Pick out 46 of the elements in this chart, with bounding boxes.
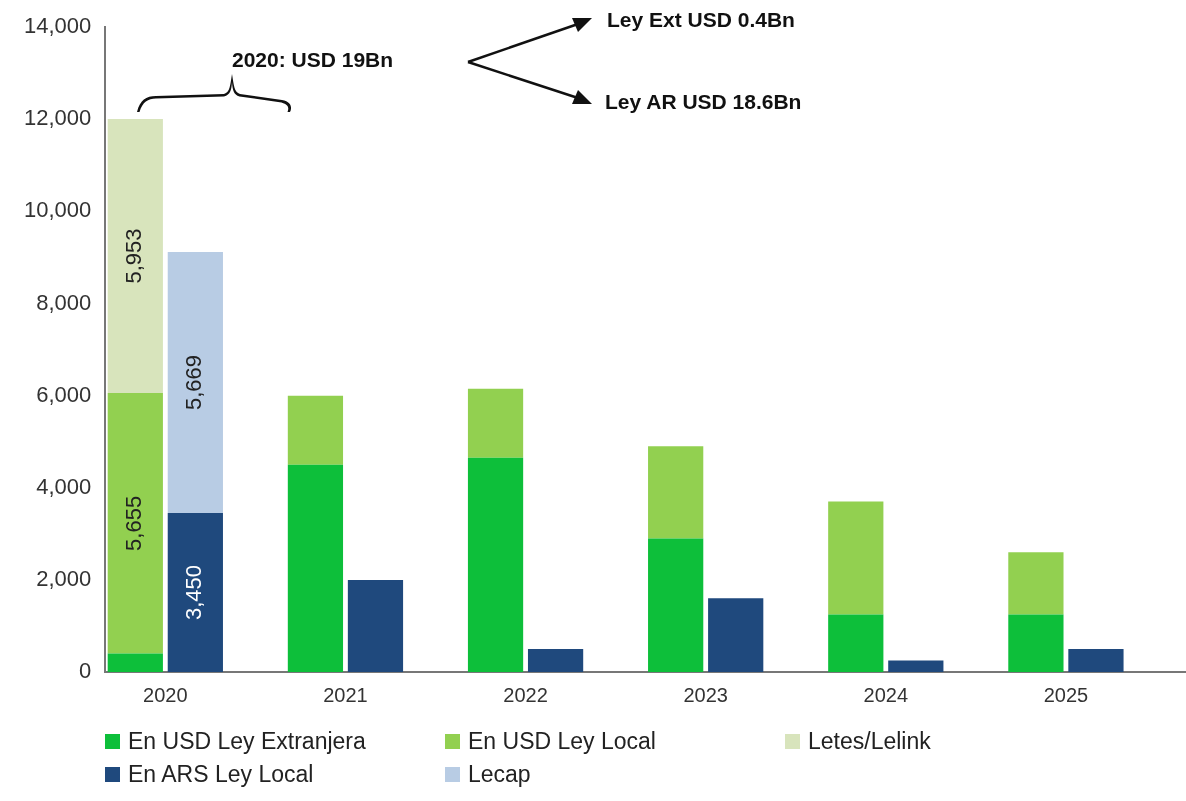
legend-label: En ARS Ley Local [128,761,314,788]
data-label: 3,450 [181,565,207,621]
bar [107,393,163,654]
legend-label: Lecap [468,761,531,788]
annotation: Ley Ext USD 0.4Bn [607,8,795,32]
data-label: 5,953 [121,228,147,284]
bar [828,614,884,672]
bar [167,252,223,514]
y-tick-label: 0 [79,658,92,684]
bar [107,653,163,672]
bar [888,660,944,672]
x-tick-label: 2021 [323,683,368,706]
y-tick-label: 8,000 [36,289,92,315]
bar [347,579,404,672]
bar [287,395,344,465]
x-tick-label: 2020 [143,683,188,706]
legend-label: En USD Ley Local [468,728,656,755]
y-tick-label: 6,000 [36,381,92,407]
bar [1008,552,1064,615]
bar [1068,648,1124,672]
x-tick-label: 2025 [1043,683,1089,706]
bar [1008,614,1064,672]
bar [828,501,884,615]
bar [648,538,704,672]
annotation: Ley AR USD 18.6Bn [605,90,802,114]
y-tick-label: 12,000 [23,105,92,131]
bar [708,598,764,672]
y-tick-label: 14,000 [23,13,92,39]
x-tick-label: 2024 [863,683,909,706]
bar [167,513,223,672]
data-label: 5,655 [121,495,147,551]
legend-label: Letes/Lelink [808,728,931,755]
x-tick-label: 2023 [683,683,728,706]
bar [648,446,704,539]
bar [467,388,524,458]
bar [467,457,524,672]
legend-label: En USD Ley Extranjera [128,728,366,755]
x-tick-label: 2022 [503,683,548,706]
y-tick-label: 4,000 [36,473,92,499]
annotation: 2020: USD 19Bn [232,48,394,72]
bar [287,464,344,672]
y-tick-label: 2,000 [36,565,92,591]
bar [527,648,584,672]
bar [107,118,163,394]
data-label: 5,669 [181,355,207,411]
y-tick-label: 10,000 [23,197,92,223]
